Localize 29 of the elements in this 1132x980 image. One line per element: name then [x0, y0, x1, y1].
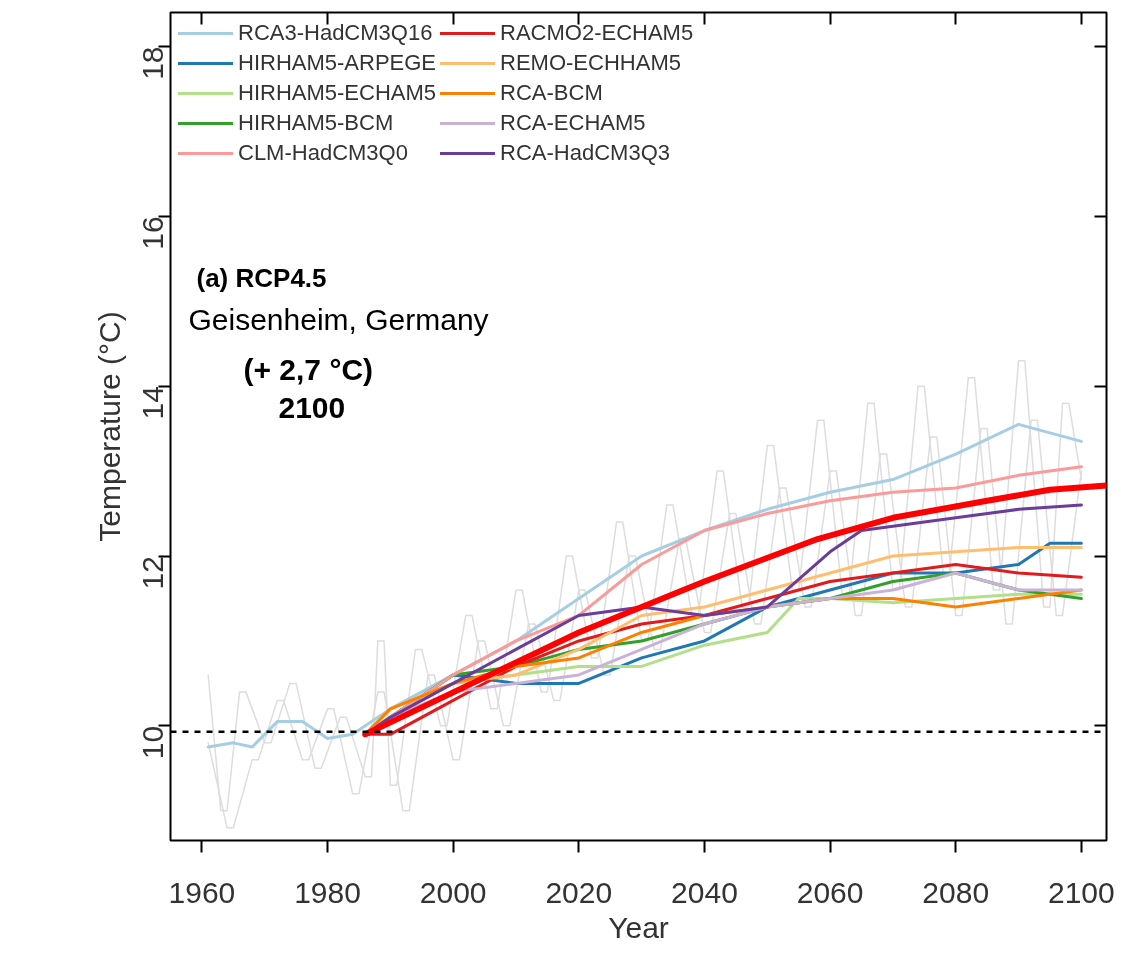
x-tick-label: 1960 [168, 875, 236, 909]
x-tick-label: 1980 [294, 875, 361, 909]
legend-label: REMO-ECHHAM5 [500, 50, 681, 76]
y-tick-label: 14 [136, 386, 170, 420]
annotation: (a) RCP4.5 [196, 262, 327, 293]
legend-label: RCA-ECHAM5 [500, 110, 646, 136]
x-axis-title: Year [608, 910, 669, 944]
y-tick-label: 10 [136, 725, 170, 760]
annotation: (+ 2,7 °C) [243, 352, 374, 386]
x-tick-label: 2100 [1048, 875, 1115, 909]
legend-label: HIRHAM5-ARPEGE [238, 50, 437, 76]
x-tick-label: 2000 [419, 875, 487, 909]
y-tick-label: 12 [136, 556, 170, 590]
y-tick-label: 16 [136, 216, 170, 250]
legend-label: HIRHAM5-BCM [238, 110, 394, 136]
y-tick-label: 18 [136, 46, 170, 80]
x-tick-label: 2020 [545, 875, 613, 909]
legend-label: RCA-BCM [500, 80, 603, 106]
legend-label: HIRHAM5-ECHAM5 [238, 80, 437, 106]
legend-label: RCA3-HadCM3Q16 [238, 20, 433, 46]
y-axis-title: Temperature (°C) [92, 311, 126, 542]
legend-label: CLM-HadCM3Q0 [238, 140, 408, 166]
legend-label: RACMO2-ECHAM5 [500, 20, 694, 46]
annotation: Geisenheim, Germany [188, 302, 489, 336]
annotation: 2100 [278, 390, 346, 424]
legend-label: RCA-HadCM3Q3 [500, 140, 670, 166]
x-tick-label: 2080 [922, 875, 990, 909]
x-tick-label: 2040 [671, 875, 738, 909]
x-tick-label: 2060 [796, 875, 864, 909]
